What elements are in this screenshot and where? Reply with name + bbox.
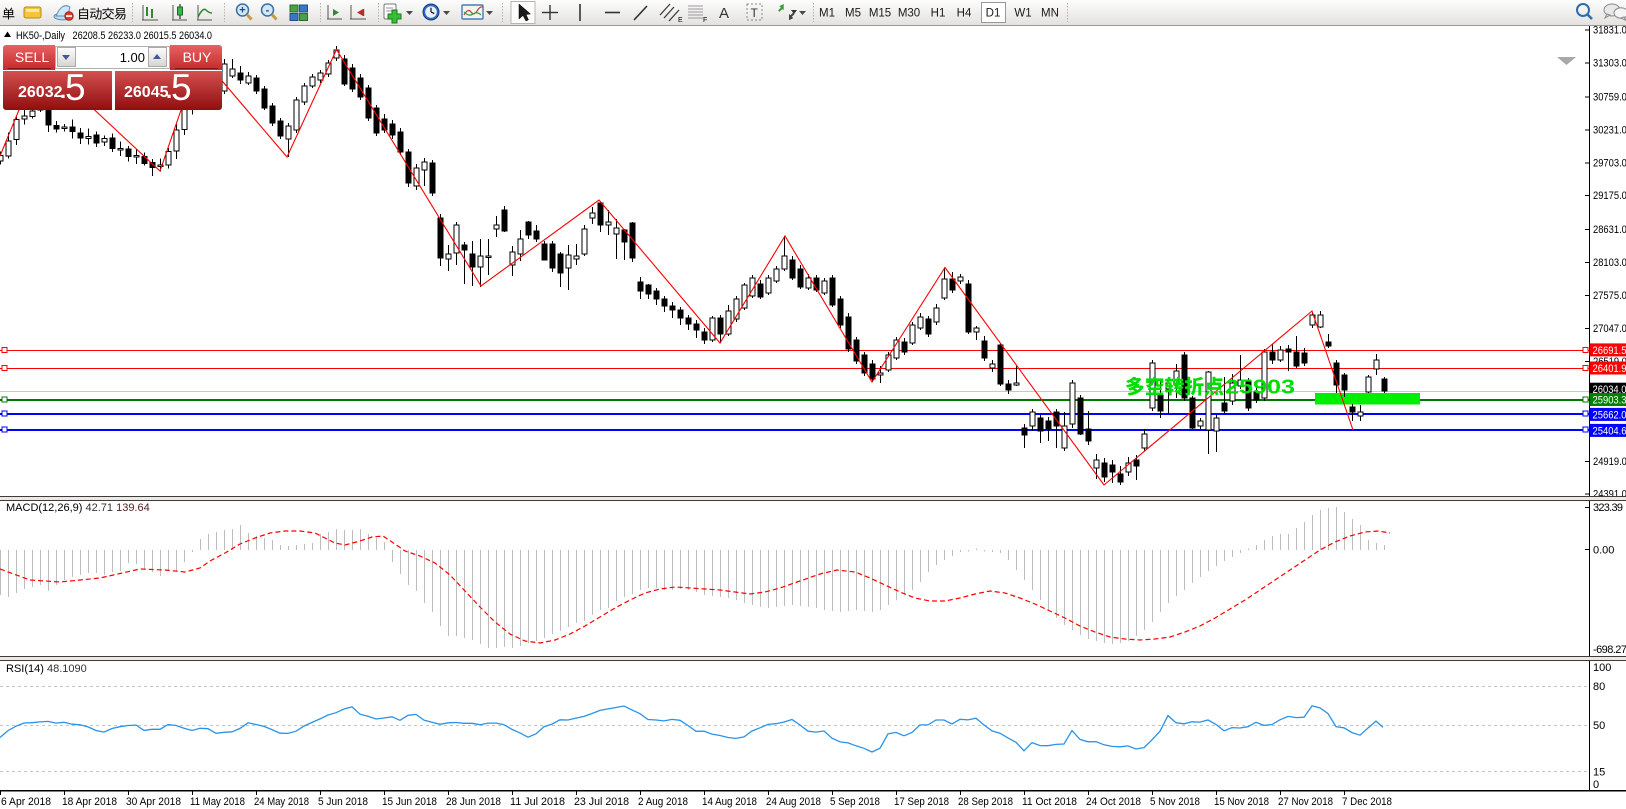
svg-text:27 Nov 2018: 27 Nov 2018 [1278,796,1333,808]
svg-text:27047.0: 27047.0 [1593,323,1626,335]
svg-text:323.39: 323.39 [1593,502,1623,514]
svg-text:+: + [239,5,245,17]
svg-text:M1: M1 [819,8,835,20]
svg-text:100: 100 [1593,662,1611,674]
svg-text:0.00: 0.00 [1593,545,1614,557]
svg-text:30231.0: 30231.0 [1593,124,1626,136]
svg-text:H4: H4 [957,8,972,20]
svg-text:0: 0 [1593,779,1599,791]
svg-text:E: E [678,17,683,24]
svg-text:15 Jun 2018: 15 Jun 2018 [382,796,437,808]
svg-text:D1: D1 [986,8,1001,20]
svg-text:-: - [266,5,270,17]
svg-text:23 Jul 2018: 23 Jul 2018 [574,796,629,808]
svg-text:11 May 2018: 11 May 2018 [190,796,245,808]
svg-text:M30: M30 [898,8,920,20]
svg-text:24 May 2018: 24 May 2018 [254,796,309,808]
svg-text:5 Jun 2018: 5 Jun 2018 [318,796,368,808]
svg-text:80: 80 [1593,681,1605,693]
svg-text:MN: MN [1041,8,1059,20]
svg-text:5 Sep 2018: 5 Sep 2018 [830,796,880,808]
svg-text:W1: W1 [1014,8,1031,20]
svg-text:17 Sep 2018: 17 Sep 2018 [894,796,949,808]
svg-text:29175.0: 29175.0 [1593,190,1626,202]
svg-text:24 Oct 2018: 24 Oct 2018 [1086,796,1141,808]
svg-text:29703.0: 29703.0 [1593,157,1626,169]
svg-text:27575.0: 27575.0 [1593,290,1626,302]
svg-text:11 Oct 2018: 11 Oct 2018 [1022,796,1077,808]
svg-text:25903.3: 25903.3 [1593,395,1626,407]
svg-text:31831.0: 31831.0 [1593,25,1626,37]
svg-text:24919.0: 24919.0 [1593,456,1626,468]
svg-text:18 Apr 2018: 18 Apr 2018 [62,796,117,808]
svg-text:RSI(14) 48.1090: RSI(14) 48.1090 [6,663,87,675]
svg-text:A: A [719,5,729,22]
svg-text:5 Nov 2018: 5 Nov 2018 [1150,796,1200,808]
svg-text:25662.0: 25662.0 [1593,409,1626,421]
svg-text:M15: M15 [869,8,891,20]
svg-text:28 Sep 2018: 28 Sep 2018 [958,796,1013,808]
svg-text:6 Apr 2018: 6 Apr 2018 [1,796,51,808]
svg-text:H1: H1 [931,8,946,20]
svg-text:MACD(12,26,9) 42.71 139.64: MACD(12,26,9) 42.71 139.64 [6,502,150,514]
svg-text:15: 15 [1593,766,1605,778]
svg-text:24 Aug 2018: 24 Aug 2018 [766,796,821,808]
svg-text:T: T [751,6,759,20]
svg-text:F: F [703,17,707,24]
svg-text:26691.5: 26691.5 [1593,345,1626,357]
svg-text:28631.0: 28631.0 [1593,224,1626,236]
svg-text:25903: 25903 [1225,376,1295,399]
svg-text:26401.9: 26401.9 [1593,363,1626,375]
svg-text:-698.27: -698.27 [1593,644,1626,656]
svg-text:14 Aug 2018: 14 Aug 2018 [702,796,757,808]
svg-text:15 Nov 2018: 15 Nov 2018 [1214,796,1269,808]
svg-text:50: 50 [1593,720,1605,732]
svg-text:M5: M5 [845,8,861,20]
svg-text:11 Jul 2018: 11 Jul 2018 [510,796,565,808]
svg-text:31303.0: 31303.0 [1593,57,1626,69]
svg-text:28 Jun 2018: 28 Jun 2018 [446,796,501,808]
svg-text:30 Apr 2018: 30 Apr 2018 [126,796,181,808]
svg-text:7 Dec 2018: 7 Dec 2018 [1342,796,1392,808]
svg-text:2 Aug 2018: 2 Aug 2018 [638,796,688,808]
svg-text:28103.0: 28103.0 [1593,257,1626,269]
svg-text:25404.6: 25404.6 [1593,425,1626,437]
svg-text:30759.0: 30759.0 [1593,91,1626,103]
